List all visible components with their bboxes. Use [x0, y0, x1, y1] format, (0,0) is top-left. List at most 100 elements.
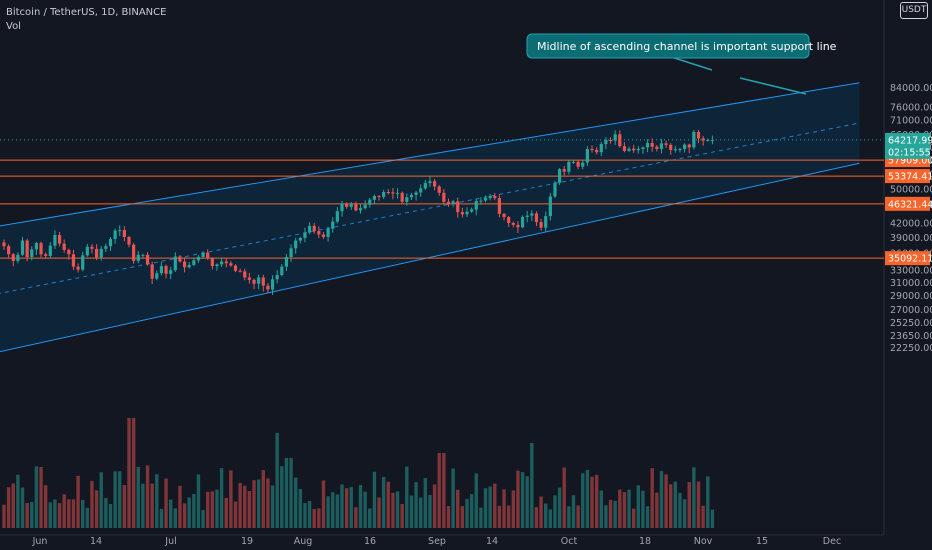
candle-body — [595, 149, 599, 153]
candle-body — [252, 279, 256, 284]
level-price-text: 53374.41 — [888, 172, 932, 183]
candle-body — [224, 261, 228, 264]
volume-bar — [243, 485, 247, 528]
level-price-text: 57909.00 — [888, 156, 932, 167]
volume-bar — [20, 487, 25, 528]
candle-body — [62, 243, 66, 250]
candle-body — [257, 277, 261, 284]
currency-badge[interactable]: USDT — [900, 2, 928, 19]
candle-body — [692, 131, 696, 148]
candle-body — [470, 209, 474, 212]
candle-body — [659, 143, 664, 149]
candle-body — [608, 139, 613, 141]
candle-body — [479, 200, 483, 202]
time-tick-label: 19 — [241, 536, 253, 547]
volume-bar — [16, 474, 20, 528]
price-tick-label: 23650.00 — [890, 331, 932, 342]
volume-bar — [340, 484, 344, 528]
volume-bar — [321, 480, 326, 528]
volume-bar — [48, 502, 52, 528]
volume-bar — [673, 481, 678, 528]
annotation-callout[interactable]: Midline of ascending channel is importan… — [526, 33, 837, 95]
volume-bar — [90, 480, 94, 528]
volume-bar — [678, 492, 682, 528]
volume-histogram — [2, 418, 715, 528]
volume-bar — [469, 494, 474, 528]
candle-body — [25, 240, 29, 258]
candle-body — [632, 148, 636, 151]
volume-bar — [465, 498, 469, 528]
candle-body — [622, 146, 627, 151]
volume-bar — [247, 491, 252, 528]
volume-bar — [553, 495, 557, 528]
volume-bar — [6, 487, 11, 528]
price-tick-label: 31000.00 — [890, 278, 932, 289]
volume-bar — [655, 492, 659, 528]
volume-bar — [493, 483, 497, 528]
price-axis-labels: 57909.00 53374.41 46321.44 35092.11 64217.99… — [885, 132, 932, 266]
volume-bar — [303, 503, 307, 528]
candle-body — [298, 237, 302, 241]
volume-bar — [349, 487, 353, 528]
candle-body — [456, 201, 460, 213]
volume-bar — [99, 472, 103, 528]
candle-body — [243, 271, 247, 278]
level-price-tag — [885, 196, 930, 211]
candle-body — [275, 274, 279, 280]
volume-bar — [706, 476, 710, 528]
price-tick-label: 27000.00 — [890, 305, 932, 316]
volume-bar — [261, 470, 265, 528]
candle-body — [502, 213, 506, 218]
volume-bar — [608, 499, 613, 528]
candle-body — [706, 139, 710, 141]
candle-body — [122, 230, 126, 237]
volume-bar — [344, 488, 349, 528]
candle-body — [284, 257, 289, 267]
candle-body — [270, 279, 275, 290]
candle-body — [164, 266, 168, 274]
current-price-text: 64217.99 — [888, 135, 932, 146]
candle-body — [562, 169, 566, 172]
candle-body — [613, 134, 617, 141]
candle-body — [405, 197, 409, 202]
volume-bar — [631, 508, 636, 528]
volume-bar — [534, 507, 539, 528]
candle-body — [34, 243, 39, 250]
volume-bar — [516, 470, 520, 528]
candle-body — [636, 148, 640, 151]
volume-bar — [520, 472, 525, 528]
candle-body — [460, 212, 464, 215]
candles — [2, 129, 714, 296]
chart-header: Bitcoin / TetherUS, 1D, BINANCE Vol — [6, 6, 166, 34]
volume-bar — [201, 509, 205, 528]
candle-body — [141, 254, 145, 256]
volume-bar — [432, 484, 437, 528]
volume-bar — [131, 418, 136, 528]
candle-body — [294, 240, 298, 249]
candle-body — [650, 143, 654, 147]
volume-indicator-label[interactable]: Vol — [6, 21, 21, 32]
volume-bar — [530, 443, 534, 528]
time-axis-ticks: Jun 14 Jul 19 Aug 16 Sep 14 Oct 18 Nov 15 Dec — [32, 536, 842, 547]
volume-bar — [164, 478, 168, 528]
candle-body — [409, 194, 414, 198]
channel-fill — [0, 82, 860, 352]
level-price-text: 35092.11 — [888, 254, 932, 265]
level-price-text: 46321.44 — [888, 199, 932, 210]
volume-bar — [150, 483, 154, 528]
volume-bar — [391, 492, 395, 528]
callout-pointer-tail — [739, 77, 807, 95]
price-tick-label: 33000.00 — [890, 266, 932, 277]
volume-bar — [266, 478, 270, 528]
volume-bar — [701, 505, 705, 528]
volume-bar — [474, 473, 478, 528]
time-tick-label: 18 — [639, 536, 651, 547]
volume-bar — [460, 506, 465, 528]
candle-body — [206, 252, 210, 259]
candle-body — [289, 248, 293, 258]
candle-body — [655, 146, 659, 149]
price-axis-panel[interactable] — [884, 0, 932, 550]
volume-bar — [446, 506, 451, 528]
volume-bar — [39, 466, 43, 528]
